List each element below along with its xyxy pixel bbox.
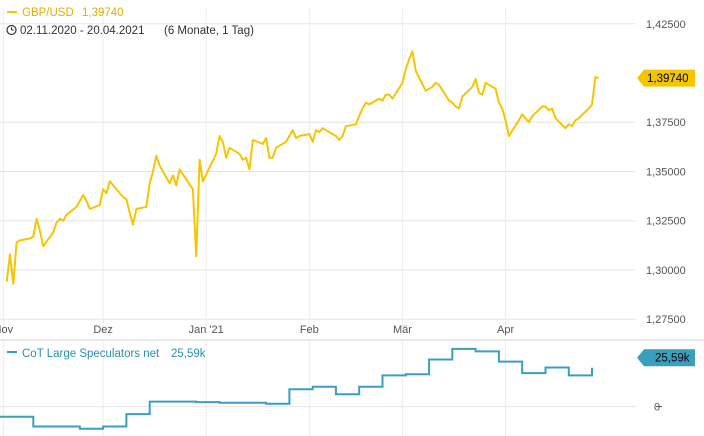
x-axis: Nov Dez Jan '21 Feb Mär Apr xyxy=(0,324,514,336)
cot-series-line xyxy=(0,347,593,430)
current-cot-label: 25,59k xyxy=(655,353,690,365)
x-tick-label: Dez xyxy=(93,324,113,336)
upper-y-axis: 1,27500 1,30000 1,32500 1,35000 1,37500 1,425… xyxy=(646,19,686,326)
lower-gridlines xyxy=(0,341,636,436)
current-price-badge-shape xyxy=(637,69,695,87)
current-price-badge: 1,39740 xyxy=(637,69,695,87)
upper-y-tick-label: 1,35000 xyxy=(646,166,686,178)
price-legend-name: GBP/USD xyxy=(22,7,74,19)
current-cot-badge-shape xyxy=(637,349,695,367)
cot-legend[interactable]: CoT Large Speculators net 25,59k xyxy=(7,348,206,360)
x-tick-label: Apr xyxy=(497,324,514,336)
current-cot-badge: 25,59k xyxy=(637,349,695,367)
current-price-label: 1,39740 xyxy=(647,73,689,85)
lower-y-tick-label: 0 xyxy=(654,402,660,414)
cot-legend-value: 25,59k xyxy=(171,348,206,360)
upper-y-tick-label: 1,42500 xyxy=(646,19,686,31)
cot-legend-name: CoT Large Speculators net xyxy=(22,348,160,360)
period-info: 02.11.2020 - 20.04.2021 (6 Monate, 1 Tag… xyxy=(6,24,254,37)
clock-icon xyxy=(6,24,17,36)
upper-y-tick-label: 1,30000 xyxy=(646,265,686,277)
upper-y-tick-label: 1,32500 xyxy=(646,216,686,228)
lower-y-axis: 0 xyxy=(654,402,662,414)
price-legend[interactable]: GBP/USD 1,39740 xyxy=(7,7,124,19)
upper-gridlines xyxy=(0,8,636,333)
period-range: 02.11.2020 - 20.04.2021 xyxy=(20,25,144,37)
period-duration: (6 Monate, 1 Tag) xyxy=(164,25,254,37)
x-tick-label: Nov xyxy=(0,324,14,336)
x-tick-label: Mär xyxy=(393,324,412,336)
upper-y-tick-label: 1,27500 xyxy=(646,314,686,326)
x-tick-label: Jan '21 xyxy=(189,324,224,336)
cot-legend-swatch xyxy=(7,351,17,353)
price-legend-value: 1,39740 xyxy=(82,7,124,19)
price-legend-swatch xyxy=(7,11,17,13)
gbpusd-series-line xyxy=(5,50,600,285)
x-tick-label: Feb xyxy=(300,324,319,336)
upper-y-tick-label: 1,37500 xyxy=(646,117,686,129)
